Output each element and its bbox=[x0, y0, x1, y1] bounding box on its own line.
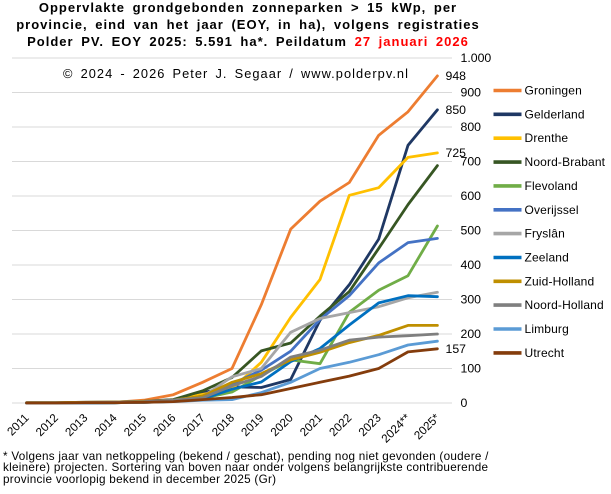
svg-text:800: 800 bbox=[461, 120, 482, 134]
svg-text:Gelderland: Gelderland bbox=[525, 107, 585, 121]
svg-text:Fryslân: Fryslân bbox=[525, 227, 565, 241]
svg-text:Drenthe: Drenthe bbox=[525, 131, 569, 145]
svg-text:948: 948 bbox=[446, 69, 467, 83]
svg-text:600: 600 bbox=[461, 189, 482, 203]
svg-text:900: 900 bbox=[461, 86, 482, 100]
svg-text:© 2024 - 2026 Peter J. Segaar: © 2024 - 2026 Peter J. Segaar / www.pold… bbox=[63, 66, 409, 81]
svg-text:157: 157 bbox=[446, 342, 467, 356]
svg-text:0: 0 bbox=[461, 396, 468, 410]
svg-text:Noord-Brabant: Noord-Brabant bbox=[525, 155, 606, 169]
svg-text:500: 500 bbox=[461, 224, 482, 238]
svg-text:1.000: 1.000 bbox=[461, 51, 492, 65]
svg-text:400: 400 bbox=[461, 258, 482, 272]
svg-text:Utrecht: Utrecht bbox=[525, 346, 565, 360]
svg-text:Zeeland: Zeeland bbox=[525, 251, 569, 265]
svg-text:100: 100 bbox=[461, 362, 482, 376]
svg-text:Limburg: Limburg bbox=[525, 322, 569, 336]
svg-text:Overijssel: Overijssel bbox=[525, 203, 579, 217]
svg-text:700: 700 bbox=[461, 155, 482, 169]
svg-text:Groningen: Groningen bbox=[525, 84, 582, 98]
svg-text:Flevoland: Flevoland bbox=[525, 179, 578, 193]
svg-text:850: 850 bbox=[446, 103, 467, 117]
svg-text:Noord-Holland: Noord-Holland bbox=[525, 298, 604, 312]
svg-text:200: 200 bbox=[461, 327, 482, 341]
svg-text:725: 725 bbox=[446, 146, 467, 160]
svg-text:Zuid-Holland: Zuid-Holland bbox=[525, 274, 595, 288]
svg-text:300: 300 bbox=[461, 293, 482, 307]
